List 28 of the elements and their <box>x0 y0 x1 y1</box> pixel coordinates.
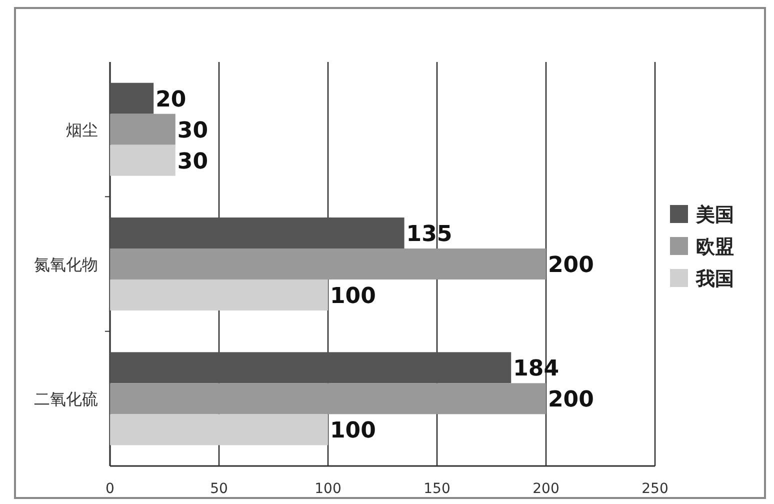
legend-label: 我国 <box>695 268 734 290</box>
x-tick-label: 50 <box>210 481 228 497</box>
bar <box>110 218 404 248</box>
x-tick-label: 250 <box>642 481 668 497</box>
data-label: 100 <box>330 284 376 309</box>
bar <box>110 352 512 384</box>
data-label: 30 <box>177 118 208 144</box>
bar <box>110 114 176 145</box>
x-tick-label: 0 <box>106 481 114 497</box>
bar <box>110 144 176 176</box>
legend-label: 美国 <box>695 204 734 226</box>
data-label: 200 <box>548 388 594 413</box>
x-tick-label: 100 <box>314 481 342 497</box>
bar <box>110 280 328 310</box>
data-label: 200 <box>548 253 594 278</box>
data-label: 100 <box>330 418 376 444</box>
y-tick-label: 二氧化硫 <box>34 390 98 409</box>
data-label: 30 <box>177 149 208 174</box>
bar <box>110 383 546 414</box>
legend-label: 欧盟 <box>696 236 734 258</box>
bar <box>110 248 546 280</box>
x-tick-label: 150 <box>424 481 450 497</box>
bar <box>110 414 328 446</box>
y-tick-label: 氮氧化物 <box>34 255 98 274</box>
bar <box>110 82 154 114</box>
x-tick-label: 200 <box>532 481 560 497</box>
data-label: 20 <box>156 87 186 112</box>
y-tick-label: 烟尘 <box>66 120 98 140</box>
